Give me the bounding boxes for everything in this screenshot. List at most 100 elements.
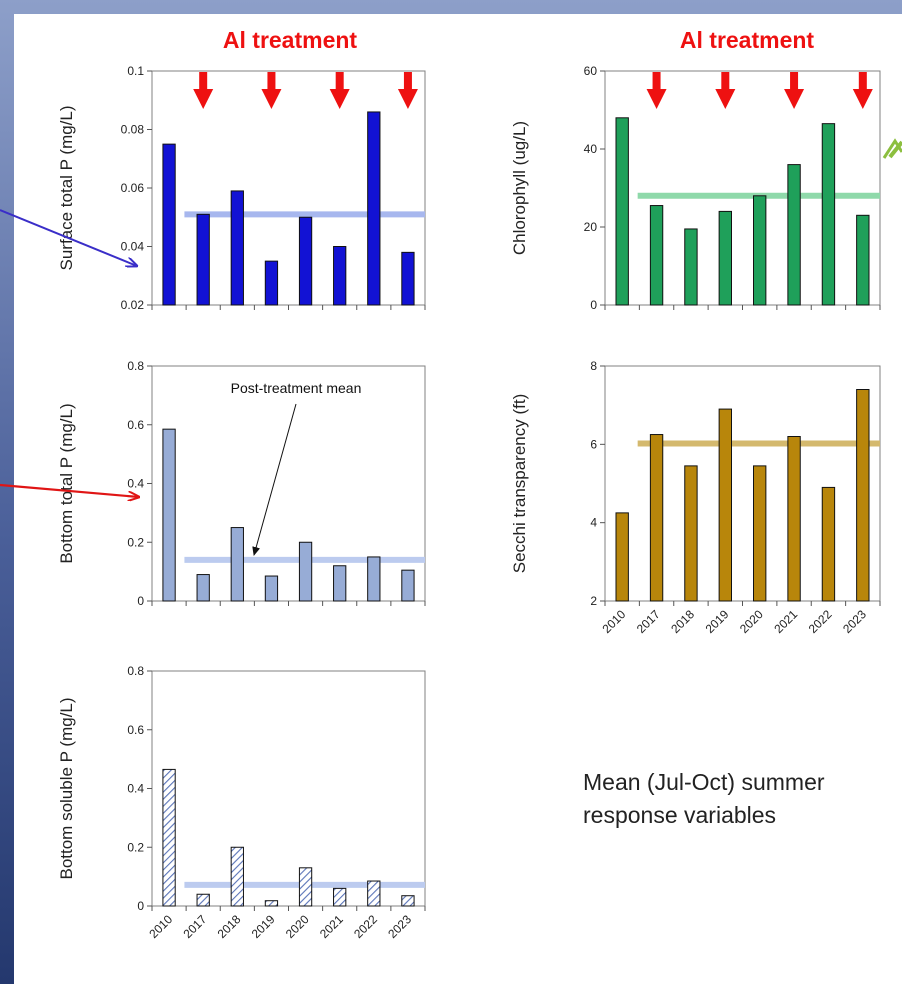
green-pointer-arrow [888,140,902,159]
y-tick-label: 0.08 [121,123,145,137]
y-tick-label: 20 [584,220,598,234]
y-tick-label: 8 [590,359,597,373]
x-tick-label: 2021 [317,912,346,941]
x-tick-label: 2017 [181,912,210,941]
chart-chlorophyll: 0 20 40 60 Chlorophyll (ug/L) [510,64,881,312]
treatment-arrow-2023 [397,72,418,109]
bar-2018 [684,228,698,306]
bar-2022 [821,486,836,602]
treatment-arrow-2021 [784,72,805,109]
chart-secchi: 2 4 6 8 Secchi transparency (ft) 2010 2017 2018… [510,359,881,636]
y-tick-label: 0.02 [121,298,145,312]
bar-2022 [367,556,381,602]
x-tick-label: 2020 [737,607,766,636]
treatment-arrow-2019 [715,72,736,109]
bar-2010 [615,117,629,306]
x-tick-label: 2022 [806,607,835,636]
charts-group: 0.02 0.04 0.06 0.08 0.1 Surface total P (mg/L… [57,64,881,941]
bar-2010 [162,143,176,306]
post-treatment-mean-label: Post-treatment mean [231,380,362,396]
y-tick-label: 0.04 [121,240,145,254]
plot-frame [151,70,426,306]
bar-2019 [264,575,279,602]
bar-2023 [401,895,415,907]
bar-2010 [162,768,176,907]
x-tick-label: 2023 [385,912,414,941]
plot-frame [604,365,881,602]
bar-2020 [753,465,767,602]
left-panel-title: Al treatment [223,27,358,53]
bar-2017 [649,434,664,602]
treatment-arrow-2019 [261,72,282,109]
y-tick-label: 0.8 [127,359,144,373]
bar-2018 [230,527,244,602]
x-tick-label: 2020 [283,912,312,941]
right-panel-title: Al treatment [680,27,815,53]
y-tick-label: 0.2 [127,840,144,854]
y-tick-label: 0 [137,594,144,608]
x-tick-label: 2017 [634,607,663,636]
summary-note: Mean (Jul-Oct) summer response variables [583,766,883,832]
bar-2022 [367,111,381,306]
bar-2023 [401,569,415,602]
treatment-arrow-2023 [852,72,873,109]
bar-2021 [787,164,801,306]
x-tick-label: 2019 [703,607,732,636]
red-pointer-arrow [0,483,139,497]
y-axis-label: Secchi transparency (ft) [510,394,529,574]
x-tick-label: 2018 [668,607,697,636]
x-tick-label: 2023 [840,607,869,636]
bar-2017 [196,893,210,907]
plot-frame [151,670,426,907]
y-tick-label: 0 [590,298,597,312]
y-tick-label: 0.4 [127,782,144,796]
green-pointer-arrowhead [882,138,902,159]
bar-2018 [230,846,244,907]
chart-bottom-srp: 0 0.2 0.4 0.6 0.8 Bottom soluble P (mg/L) 2010… [57,664,426,941]
y-tick-label: 60 [584,64,598,78]
bar-2023 [401,251,415,306]
bar-2022 [821,123,836,306]
y-tick-label: 0.6 [127,723,144,737]
y-axis-label: Chlorophyll (ug/L) [510,121,529,255]
bar-2010 [615,512,629,602]
x-tick-label: 2021 [771,607,800,636]
bar-2018 [230,190,244,306]
y-axis-label: Bottom soluble P (mg/L) [57,697,76,879]
chart-surface-tp: 0.02 0.04 0.06 0.08 0.1 Surface total P (mg/L… [57,64,426,312]
chart-bottom-tp: 0 0.2 0.4 0.6 0.8 Bottom total P (mg/L) Post-t… [57,359,426,608]
bar-2021 [333,887,347,907]
treatment-arrow-2017 [193,72,214,109]
x-tick-label: 2019 [249,912,278,941]
bar-2017 [196,574,210,602]
y-tick-label: 2 [590,594,597,608]
summary-note-line1: Mean (Jul-Oct) summer [583,769,825,795]
y-tick-label: 4 [590,516,597,530]
bar-2021 [787,436,801,602]
x-tick-label: 2010 [146,912,175,941]
bar-2021 [333,246,347,306]
y-tick-label: 0.06 [121,181,145,195]
x-tick-label: 2022 [351,912,380,941]
y-tick-label: 40 [584,142,598,156]
bar-2020 [753,195,767,306]
bar-2023 [856,389,870,602]
y-tick-label: 0 [137,899,144,913]
summary-note-line2: response variables [583,802,777,828]
bar-2021 [333,565,347,602]
bar-2019 [264,900,279,907]
bar-2020 [298,867,313,907]
bar-2023 [856,214,870,306]
bar-2019 [718,210,732,306]
y-tick-label: 0.8 [127,664,144,678]
bar-2017 [649,205,664,306]
y-axis-label: Bottom total P (mg/L) [57,403,76,563]
blue-pointer-arrow [0,209,137,266]
plot-frame [151,365,426,602]
y-tick-label: 0.4 [127,477,144,491]
bar-2019 [718,408,732,602]
bar-2017 [196,213,210,306]
bar-2010 [162,428,176,602]
bar-2020 [298,541,313,602]
